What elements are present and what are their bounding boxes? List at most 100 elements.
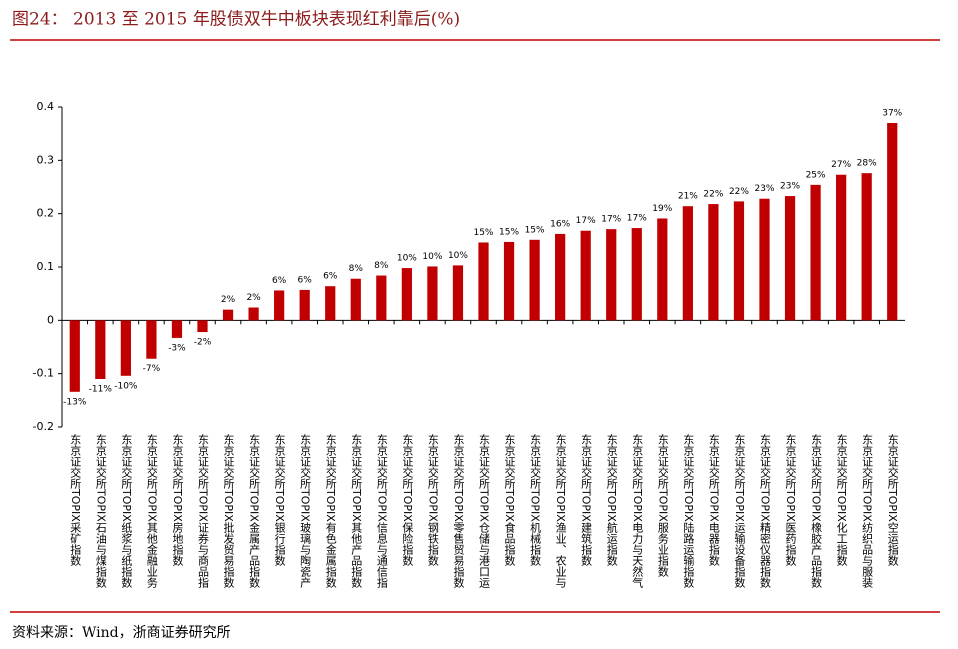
- value-label: -7%: [143, 364, 161, 374]
- value-label: 27%: [831, 160, 851, 170]
- x-tick-label: 东京证交所TOPIX证券与商品指: [197, 434, 210, 589]
- value-label: 10%: [422, 252, 442, 262]
- x-tick-label: 东京证交所TOPIX保险指数: [401, 434, 414, 567]
- x-tick-label: 东京证交所TOPIX仓储与港口运: [478, 434, 491, 588]
- value-label: 10%: [397, 254, 417, 264]
- x-tick-label: 东京证交所TOPIX服务业指数: [656, 434, 669, 578]
- x-tick-label: 东京证交所TOPIX医药指数: [784, 434, 797, 567]
- y-tick-label: 0.3: [37, 153, 55, 166]
- bar: [274, 290, 285, 321]
- bar: [146, 320, 157, 359]
- bar: [733, 201, 745, 321]
- bar: [861, 173, 872, 321]
- source: 资料来源：Wind，浙商证券研究所: [12, 625, 231, 641]
- bar: [657, 218, 668, 321]
- value-label: 19%: [652, 204, 672, 214]
- x-tick-label: 东京证交所TOPIX渔业、农业与: [554, 434, 567, 588]
- value-label: 17%: [601, 215, 621, 225]
- value-label: 6%: [272, 276, 287, 286]
- y-tick-label: 0.1: [37, 260, 55, 273]
- value-label: -2%: [194, 338, 212, 348]
- value-label: 15%: [499, 227, 519, 237]
- value-label: 17%: [627, 214, 647, 224]
- bar: [325, 286, 336, 321]
- value-label: -10%: [114, 381, 138, 391]
- bar: [759, 198, 770, 321]
- x-tick-label: 东京证交所TOPIX纺织品与服装: [861, 434, 874, 589]
- y-tick-label: -0.1: [33, 367, 54, 380]
- x-tick-label: 东京证交所TOPIX机械指数: [529, 434, 542, 567]
- value-label: 22%: [703, 190, 723, 200]
- bar: [120, 320, 131, 376]
- x-tick-label: 东京证交所TOPIX化工指数: [835, 434, 848, 567]
- bar: [248, 307, 259, 321]
- x-tick-label: 东京证交所TOPIX钢铁指数: [426, 434, 439, 567]
- value-label: 17%: [576, 216, 596, 226]
- x-tick-label: 东京证交所TOPIX信息与通信指: [375, 434, 388, 589]
- value-label: 15%: [525, 225, 545, 235]
- bar: [606, 229, 617, 321]
- bar: [478, 242, 489, 321]
- bar: [708, 204, 719, 321]
- x-tick-label: 东京证交所TOPIX金属产品指数: [248, 434, 261, 589]
- value-label: 23%: [780, 182, 800, 192]
- bar: [529, 239, 540, 321]
- x-tick-label: 东京证交所TOPIX航运指数: [605, 434, 618, 567]
- bar: [810, 184, 821, 321]
- bar: [222, 309, 234, 321]
- value-label: 8%: [349, 264, 364, 274]
- y-tick-label: -0.2: [33, 420, 54, 433]
- y-tick-label: 0: [47, 313, 54, 326]
- bar: [784, 196, 796, 321]
- value-label: 6%: [323, 272, 338, 282]
- bar: [350, 278, 361, 321]
- bar: [376, 275, 387, 321]
- x-tick-label: 东京证交所TOPIX有色金属指数: [324, 434, 337, 589]
- x-tick-label: 东京证交所TOPIX陆路运输指数: [682, 434, 695, 589]
- value-label: -3%: [168, 343, 186, 353]
- x-tick-label: 东京证交所TOPIX批发贸易指数: [222, 434, 235, 589]
- bar: [503, 241, 515, 321]
- bar: [887, 123, 898, 321]
- x-tick-label: 东京证交所TOPIX其他产品指数: [350, 434, 363, 589]
- x-tick-label: 东京证交所TOPIX玻璃与陶瓷产: [299, 434, 312, 589]
- value-label: 15%: [473, 228, 493, 238]
- bar: [69, 320, 80, 392]
- x-tick-label: 东京证交所TOPIX空运指数: [886, 434, 899, 567]
- bar: [401, 268, 412, 321]
- bar: [171, 320, 183, 338]
- x-tick-label: 东京证交所TOPIX食品指数: [503, 434, 516, 567]
- x-tick-label: 东京证交所TOPIX零售贸易指数: [452, 434, 465, 589]
- x-tick-label: 东京证交所TOPIX房地指数: [171, 434, 184, 567]
- bar: [555, 233, 566, 321]
- value-label: -11%: [89, 385, 113, 395]
- chart-title: 图24： 2013 至 2015 年股债双牛中板块表现红利靠后(%): [12, 10, 460, 30]
- x-tick-label: 东京证交所TOPIX运输设备指数: [733, 434, 746, 589]
- value-label: 16%: [550, 219, 570, 229]
- x-tick-label: 东京证交所TOPIX电器指数: [707, 434, 720, 567]
- bar: [197, 320, 208, 333]
- value-label: 25%: [806, 170, 826, 180]
- bar: [427, 266, 438, 321]
- value-label: 21%: [678, 192, 698, 202]
- bar: [299, 289, 310, 321]
- x-tick-label: 东京证交所TOPIX电力与天然气: [631, 434, 644, 588]
- y-tick-label: 0.4: [37, 100, 55, 113]
- bar: [95, 320, 106, 379]
- x-tick-label: 东京证交所TOPIX银行指数: [273, 434, 286, 567]
- bar: [682, 206, 693, 321]
- x-tick-label: 东京证交所TOPIX橡胶产品指数: [810, 434, 823, 589]
- x-tick-label: 东京证交所TOPIX纸浆与纸指数: [120, 434, 133, 589]
- value-label: 8%: [374, 261, 389, 271]
- x-tick-label: 东京证交所TOPIX精密仪器指数: [759, 434, 772, 589]
- value-label: 2%: [221, 295, 236, 305]
- x-tick-label: 东京证交所TOPIX采矿指数: [69, 434, 82, 567]
- bar: [836, 174, 847, 321]
- bar: [631, 228, 642, 321]
- bar: [580, 230, 591, 321]
- value-label: 23%: [754, 184, 774, 194]
- value-label: 10%: [448, 251, 468, 261]
- x-tick-label: 东京证交所TOPIX石油与煤指数: [94, 434, 107, 589]
- x-tick-label: 东京证交所TOPIX其他金融业务: [145, 434, 158, 588]
